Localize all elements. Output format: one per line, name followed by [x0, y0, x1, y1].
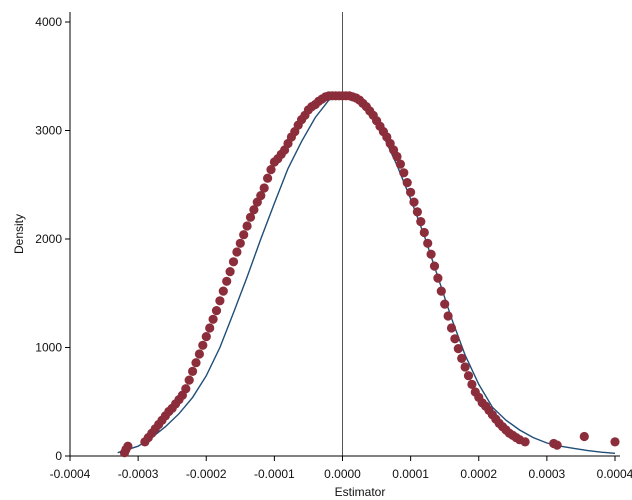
- y-axis-title: Density: [12, 214, 26, 254]
- data-point: [443, 311, 453, 321]
- data-point: [433, 273, 443, 283]
- data-point: [181, 384, 191, 394]
- data-point: [463, 371, 474, 381]
- data-point: [395, 159, 405, 169]
- data-point: [211, 306, 222, 316]
- data-point: [249, 205, 259, 215]
- data-point: [184, 375, 194, 385]
- data-point: [429, 261, 440, 271]
- data-point: [399, 168, 409, 178]
- x-tick-label: -0.0003: [118, 467, 159, 481]
- data-point: [406, 187, 416, 197]
- data-point: [191, 358, 201, 368]
- data-point: [194, 349, 204, 359]
- data-point: [188, 366, 198, 376]
- data-point: [579, 431, 589, 442]
- data-point: [610, 437, 620, 447]
- x-tick-label: 0.0000: [324, 467, 361, 481]
- data-point: [228, 257, 239, 267]
- x-tick-label: -0.0001: [254, 467, 295, 481]
- data-point: [436, 286, 446, 296]
- data-point: [426, 249, 436, 259]
- x-tick-label: -0.0002: [186, 467, 227, 481]
- data-point: [239, 230, 249, 240]
- data-point: [242, 221, 252, 231]
- data-point: [218, 286, 228, 296]
- data-point: [201, 332, 211, 342]
- x-tick-label: 0.0002: [460, 467, 497, 481]
- data-point: [467, 379, 477, 389]
- x-tick-label: -0.0004: [50, 467, 91, 481]
- data-point: [423, 238, 433, 248]
- data-point: [222, 276, 232, 286]
- x-tick-label: 0.0001: [392, 467, 429, 481]
- y-tick-label: 2000: [35, 232, 62, 246]
- y-axis-ticks: 0 1000 2000 3000 4000: [35, 15, 70, 463]
- x-axis-title: Estimator: [335, 485, 386, 499]
- data-point: [215, 296, 225, 306]
- x-tick-label: 0.0003: [529, 467, 566, 481]
- data-point: [412, 207, 422, 217]
- data-point: [419, 227, 429, 238]
- data-point: [123, 441, 133, 451]
- data-point: [266, 165, 276, 175]
- data-point: [446, 323, 457, 333]
- data-point: [235, 238, 245, 248]
- data-point: [440, 299, 450, 309]
- data-point: [232, 247, 242, 257]
- data-point: [416, 217, 426, 227]
- x-axis-ticks: -0.0004 -0.0003 -0.0002 -0.0001 0.0000 0.0001…: [50, 456, 632, 481]
- data-point: [208, 314, 218, 324]
- y-tick-label: 3000: [35, 124, 62, 138]
- data-point: [259, 183, 269, 193]
- data-point: [457, 353, 467, 363]
- data-point: [453, 344, 463, 354]
- data-points: [119, 91, 620, 458]
- data-point: [450, 334, 460, 344]
- density-curve: [117, 93, 616, 454]
- data-point: [402, 178, 412, 188]
- data-point: [520, 437, 530, 447]
- data-point: [460, 362, 470, 372]
- x-tick-label: 0.0004: [597, 467, 632, 481]
- y-tick-label: 0: [55, 449, 62, 463]
- data-point: [552, 440, 562, 450]
- y-tick-label: 1000: [35, 341, 62, 355]
- data-point: [225, 267, 235, 277]
- data-point: [198, 340, 208, 350]
- data-point: [245, 212, 256, 222]
- data-point: [205, 323, 215, 333]
- data-point: [256, 191, 266, 201]
- data-point: [263, 173, 273, 183]
- y-tick-label: 4000: [35, 15, 62, 29]
- data-point: [409, 197, 419, 207]
- data-point: [392, 151, 402, 162]
